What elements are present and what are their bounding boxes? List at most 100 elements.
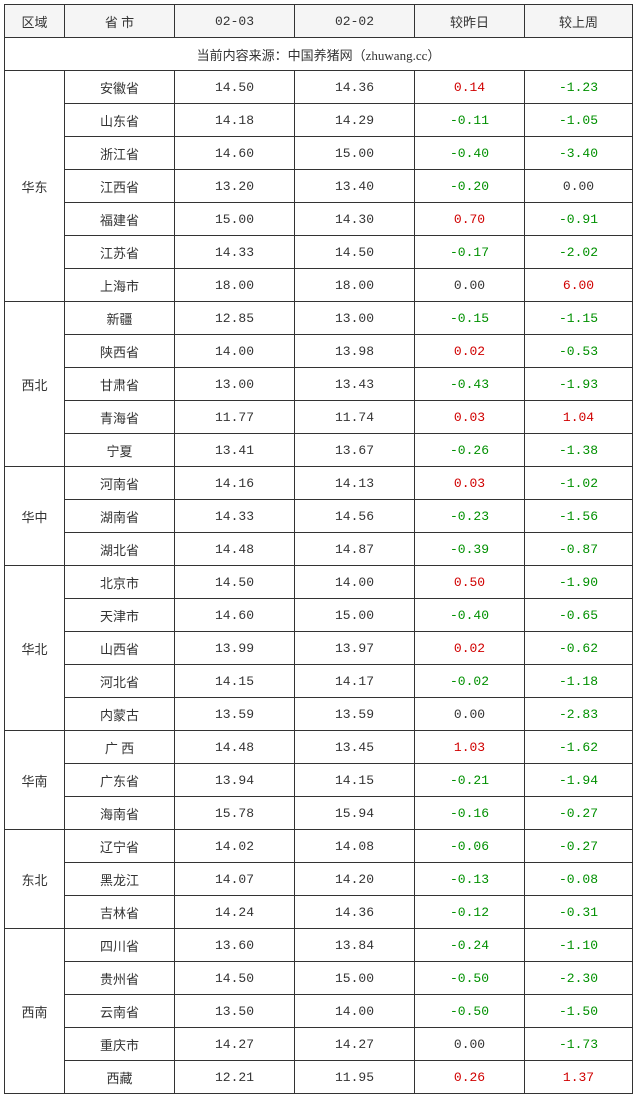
province-cell: 上海市 xyxy=(65,269,175,302)
value2-cell: 14.36 xyxy=(295,71,415,104)
source-row: 当前内容来源：中国养猪网（zhuwang.cc） xyxy=(5,38,633,71)
header-row: 区域 省 市 02-03 02-02 较昨日 较上周 xyxy=(5,5,633,38)
value2-cell: 14.87 xyxy=(295,533,415,566)
delta-week-cell: -0.27 xyxy=(525,797,633,830)
value1-cell: 14.00 xyxy=(175,335,295,368)
delta-week-cell: -2.30 xyxy=(525,962,633,995)
delta-week-cell: 1.04 xyxy=(525,401,633,434)
delta-week-cell: -0.31 xyxy=(525,896,633,929)
value2-cell: 14.20 xyxy=(295,863,415,896)
table-row: 湖南省14.3314.56-0.23-1.56 xyxy=(5,500,633,533)
value2-cell: 14.29 xyxy=(295,104,415,137)
delta-week-cell: -0.62 xyxy=(525,632,633,665)
value2-cell: 14.50 xyxy=(295,236,415,269)
delta-day-cell: -0.40 xyxy=(415,137,525,170)
province-cell: 西藏 xyxy=(65,1061,175,1094)
province-cell: 安徽省 xyxy=(65,71,175,104)
delta-day-cell: -0.43 xyxy=(415,368,525,401)
value2-cell: 14.27 xyxy=(295,1028,415,1061)
value1-cell: 14.16 xyxy=(175,467,295,500)
delta-day-cell: 0.03 xyxy=(415,401,525,434)
delta-week-cell: -2.83 xyxy=(525,698,633,731)
delta-day-cell: 0.70 xyxy=(415,203,525,236)
value2-cell: 13.45 xyxy=(295,731,415,764)
delta-day-cell: 0.50 xyxy=(415,566,525,599)
table-row: 青海省11.7711.740.031.04 xyxy=(5,401,633,434)
value2-cell: 11.74 xyxy=(295,401,415,434)
value2-cell: 13.67 xyxy=(295,434,415,467)
delta-day-cell: -0.50 xyxy=(415,962,525,995)
delta-week-cell: -1.10 xyxy=(525,929,633,962)
delta-day-cell: -0.21 xyxy=(415,764,525,797)
table-row: 西藏12.2111.950.261.37 xyxy=(5,1061,633,1094)
delta-week-cell: 0.00 xyxy=(525,170,633,203)
province-cell: 四川省 xyxy=(65,929,175,962)
value2-cell: 15.00 xyxy=(295,962,415,995)
col-region: 区域 xyxy=(5,5,65,38)
source-text: 当前内容来源：中国养猪网（zhuwang.cc） xyxy=(5,38,633,71)
delta-week-cell: -0.08 xyxy=(525,863,633,896)
delta-week-cell: -0.65 xyxy=(525,599,633,632)
value2-cell: 14.13 xyxy=(295,467,415,500)
province-cell: 河南省 xyxy=(65,467,175,500)
delta-week-cell: -1.94 xyxy=(525,764,633,797)
province-cell: 内蒙古 xyxy=(65,698,175,731)
delta-day-cell: -0.12 xyxy=(415,896,525,929)
value1-cell: 14.15 xyxy=(175,665,295,698)
delta-day-cell: 0.02 xyxy=(415,335,525,368)
table-row: 江西省13.2013.40-0.200.00 xyxy=(5,170,633,203)
table-row: 贵州省14.5015.00-0.50-2.30 xyxy=(5,962,633,995)
delta-day-cell: -0.40 xyxy=(415,599,525,632)
value2-cell: 18.00 xyxy=(295,269,415,302)
delta-week-cell: -1.18 xyxy=(525,665,633,698)
delta-day-cell: -0.15 xyxy=(415,302,525,335)
delta-day-cell: 0.03 xyxy=(415,467,525,500)
delta-day-cell: -0.11 xyxy=(415,104,525,137)
value2-cell: 14.56 xyxy=(295,500,415,533)
table-row: 西北新疆12.8513.00-0.15-1.15 xyxy=(5,302,633,335)
delta-day-cell: -0.39 xyxy=(415,533,525,566)
delta-week-cell: -1.05 xyxy=(525,104,633,137)
province-cell: 新疆 xyxy=(65,302,175,335)
value1-cell: 14.48 xyxy=(175,533,295,566)
delta-week-cell: 6.00 xyxy=(525,269,633,302)
value2-cell: 13.00 xyxy=(295,302,415,335)
delta-week-cell: -1.02 xyxy=(525,467,633,500)
delta-day-cell: -0.23 xyxy=(415,500,525,533)
table-row: 华东安徽省14.5014.360.14-1.23 xyxy=(5,71,633,104)
value2-cell: 13.98 xyxy=(295,335,415,368)
table-row: 海南省15.7815.94-0.16-0.27 xyxy=(5,797,633,830)
value2-cell: 14.15 xyxy=(295,764,415,797)
value1-cell: 14.48 xyxy=(175,731,295,764)
table-row: 华南广 西14.4813.451.03-1.62 xyxy=(5,731,633,764)
col-vs-day: 较昨日 xyxy=(415,5,525,38)
province-cell: 吉林省 xyxy=(65,896,175,929)
delta-day-cell: 0.14 xyxy=(415,71,525,104)
table-row: 广东省13.9414.15-0.21-1.94 xyxy=(5,764,633,797)
value1-cell: 13.59 xyxy=(175,698,295,731)
value1-cell: 13.00 xyxy=(175,368,295,401)
region-cell: 华南 xyxy=(5,731,65,830)
table-row: 黑龙江14.0714.20-0.13-0.08 xyxy=(5,863,633,896)
delta-week-cell: -1.93 xyxy=(525,368,633,401)
delta-day-cell: -0.26 xyxy=(415,434,525,467)
delta-week-cell: -1.50 xyxy=(525,995,633,1028)
value2-cell: 14.36 xyxy=(295,896,415,929)
delta-day-cell: -0.02 xyxy=(415,665,525,698)
value1-cell: 12.85 xyxy=(175,302,295,335)
delta-week-cell: -1.62 xyxy=(525,731,633,764)
value2-cell: 13.43 xyxy=(295,368,415,401)
province-cell: 贵州省 xyxy=(65,962,175,995)
table-row: 浙江省14.6015.00-0.40-3.40 xyxy=(5,137,633,170)
value1-cell: 15.00 xyxy=(175,203,295,236)
value1-cell: 14.02 xyxy=(175,830,295,863)
value1-cell: 18.00 xyxy=(175,269,295,302)
value2-cell: 13.40 xyxy=(295,170,415,203)
province-cell: 北京市 xyxy=(65,566,175,599)
value1-cell: 14.60 xyxy=(175,137,295,170)
value2-cell: 14.30 xyxy=(295,203,415,236)
delta-day-cell: -0.20 xyxy=(415,170,525,203)
value1-cell: 14.50 xyxy=(175,566,295,599)
value2-cell: 14.00 xyxy=(295,566,415,599)
value1-cell: 14.07 xyxy=(175,863,295,896)
